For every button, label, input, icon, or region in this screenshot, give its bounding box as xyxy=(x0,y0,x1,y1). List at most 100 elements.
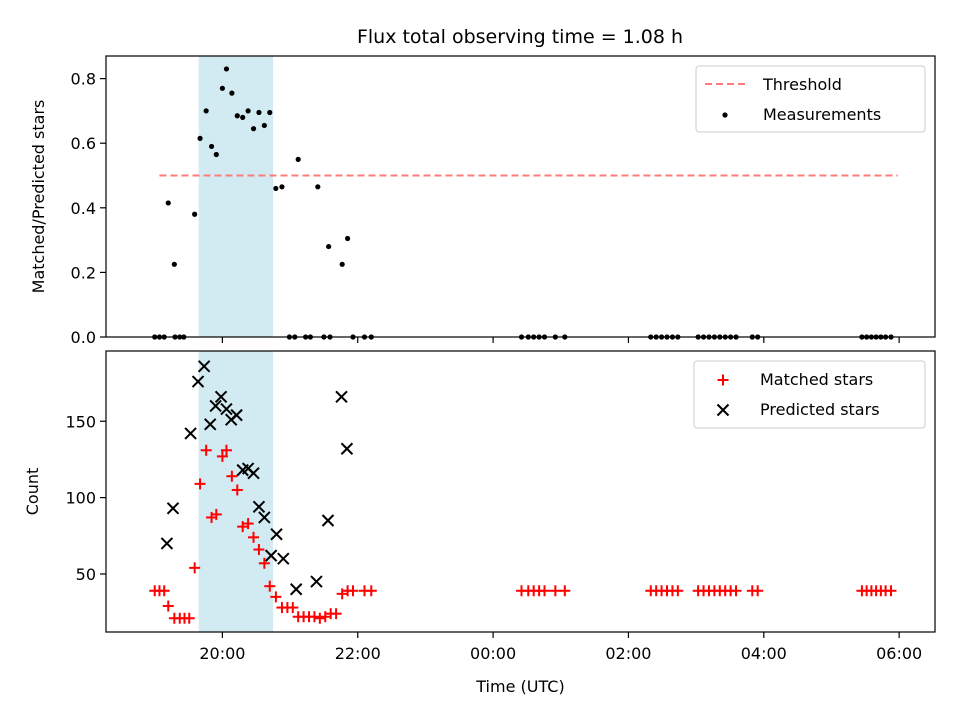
measurement-point xyxy=(240,114,246,120)
matched-star-point xyxy=(194,478,206,490)
matched-star-point xyxy=(248,531,260,543)
predicted-legend-marker xyxy=(716,403,730,417)
matched-legend-label: Matched stars xyxy=(760,370,873,389)
predicted-star-point xyxy=(335,390,348,404)
ratio-panel: 0.00.20.40.60.8 Matched/Predicted stars … xyxy=(29,55,936,347)
highlight-span-bottom xyxy=(198,351,274,632)
measurement-point xyxy=(219,85,225,91)
predicted-star-point xyxy=(289,583,303,596)
matched-star-point xyxy=(220,444,232,456)
matched-star-point xyxy=(347,585,359,597)
matched-star-point xyxy=(253,544,265,556)
matched-star-point xyxy=(672,585,684,597)
matched-star-point xyxy=(752,585,764,597)
x-tick-label: 22:00 xyxy=(335,644,381,663)
matched-star-point xyxy=(885,585,897,597)
matched-legend-swatch xyxy=(717,374,729,386)
predicted-star-point xyxy=(214,390,228,404)
measurement-point xyxy=(245,108,251,114)
measurement-point xyxy=(192,211,198,217)
matched-star-point xyxy=(365,585,377,597)
y-tick-label: 100 xyxy=(65,489,96,508)
predicted-star-point xyxy=(184,427,197,440)
predicted-star-point xyxy=(204,418,217,431)
matched-star-point xyxy=(242,518,254,530)
measurement-point xyxy=(223,66,230,72)
matched-star-point xyxy=(559,585,571,597)
predicted-star-point xyxy=(258,511,271,524)
bottom-axes-frame xyxy=(105,350,936,633)
y-tick-label: 0.4 xyxy=(71,199,96,218)
measurement-point xyxy=(256,109,262,116)
highlight-span-top xyxy=(198,56,274,337)
predicted-star-point xyxy=(220,402,233,416)
measurement-point xyxy=(171,261,177,267)
predicted-star-point xyxy=(340,442,354,455)
predicted-legend-swatch xyxy=(716,403,730,417)
y-tick-label: 0.2 xyxy=(71,263,96,282)
predicted-star-point xyxy=(264,549,278,562)
predicted-star-point xyxy=(247,466,260,480)
matched-star-point xyxy=(287,602,299,614)
measurements-legend-swatch xyxy=(722,112,728,118)
measurement-point xyxy=(213,151,219,158)
measurement-point xyxy=(295,156,301,162)
x-tick-label: 20:00 xyxy=(199,644,245,663)
measurement-point xyxy=(344,235,351,242)
measurement-point xyxy=(234,113,240,119)
predicted-star-point xyxy=(197,360,211,373)
bottom-legend-box xyxy=(693,360,926,429)
predicted-star-point xyxy=(277,552,290,565)
measurement-point xyxy=(250,126,257,132)
matched-star-point xyxy=(308,611,320,623)
y-tick-label: 50 xyxy=(76,565,96,584)
matched-star-point xyxy=(183,612,195,624)
bottom-legend: Matched stars Predicted stars xyxy=(693,360,926,429)
top-y-axis-label: Matched/Predicted stars xyxy=(29,100,48,294)
matched-star-point xyxy=(730,585,742,597)
measurement-point xyxy=(197,135,203,141)
x-axis-label: Time (UTC) xyxy=(475,677,564,696)
predicted-star-point xyxy=(310,575,323,588)
measurement-point xyxy=(273,185,279,192)
measurement-point xyxy=(326,243,332,250)
matched-star-point xyxy=(270,591,282,603)
measurement-point xyxy=(267,109,273,116)
matched-star-point xyxy=(200,444,212,456)
measurements-legend-label: Measurements xyxy=(763,105,881,124)
y-tick-label: 0.6 xyxy=(71,134,96,153)
matched-star-point xyxy=(330,608,342,620)
predicted-star-point xyxy=(209,399,222,413)
measurement-point xyxy=(203,108,209,114)
measurement-point xyxy=(261,122,267,129)
matched-legend-marker xyxy=(717,374,729,386)
measurement-point xyxy=(279,184,285,190)
matched-star-point xyxy=(158,585,170,597)
predicted-star-point xyxy=(191,375,205,388)
measurement-point xyxy=(229,90,235,96)
threshold-legend-label: Threshold xyxy=(762,75,842,94)
bottom-y-axis-label: Count xyxy=(23,468,42,516)
top-legend-box xyxy=(695,65,926,133)
matched-star-point xyxy=(549,585,561,597)
top-legend: Threshold Measurements xyxy=(695,65,926,133)
matched-star-point xyxy=(231,484,243,496)
predicted-star-point xyxy=(252,500,266,513)
x-tick-label: 04:00 xyxy=(741,644,787,663)
predicted-star-point xyxy=(160,537,174,550)
y-tick-label: 150 xyxy=(65,412,96,431)
y-tick-label: 0.8 xyxy=(71,70,96,89)
x-tick-label: 02:00 xyxy=(605,644,651,663)
matched-star-point xyxy=(264,580,276,592)
measurement-point xyxy=(208,143,215,150)
y-tick-label: 0.0 xyxy=(71,328,96,347)
matched-star-point xyxy=(162,600,174,612)
predicted-star-point xyxy=(166,502,180,515)
top-axes-frame xyxy=(105,55,936,338)
matched-star-point xyxy=(314,612,326,624)
x-tick-label: 00:00 xyxy=(470,644,516,663)
matched-star-point xyxy=(226,470,238,482)
predicted-star-point xyxy=(321,514,335,527)
